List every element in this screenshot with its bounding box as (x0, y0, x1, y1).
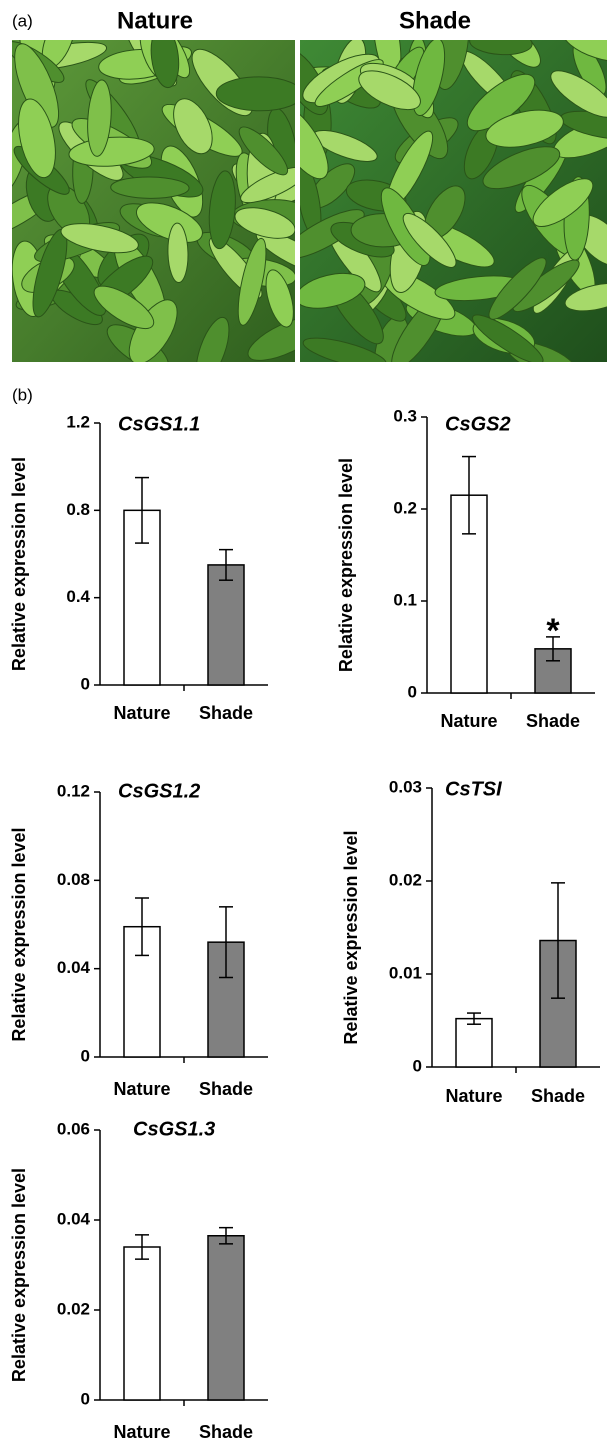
bar (207, 1235, 245, 1401)
y-tick-label: 0 (81, 1389, 90, 1408)
x-tick-label: Shade (199, 1079, 253, 1099)
leaf (93, 285, 155, 330)
leaf (173, 98, 213, 155)
leaf (562, 40, 607, 63)
photo-label: Nature (117, 7, 193, 34)
error-bar (135, 1234, 149, 1260)
x-tick-label: Shade (526, 711, 580, 731)
x-tick-label: Shade (531, 1086, 585, 1106)
leaf (167, 222, 189, 283)
leaf (208, 170, 236, 250)
leaf (18, 98, 56, 179)
leaf (358, 70, 421, 111)
y-tick-label: 0.08 (57, 870, 90, 889)
leaf (482, 146, 561, 190)
leaf (564, 282, 607, 312)
x-tick-label: Nature (445, 1086, 502, 1106)
leaf (234, 207, 295, 239)
leaf (136, 202, 203, 243)
leaf (14, 43, 60, 128)
y-tick-label: 0.8 (66, 500, 90, 519)
x-tick-label: Nature (113, 1079, 170, 1099)
y-tick-label: 0.3 (393, 406, 417, 425)
y-axis-label: Relative expression level (9, 827, 29, 1041)
y-tick-label: 0.1 (393, 590, 417, 609)
leaf (532, 178, 594, 227)
y-tick-label: 1.2 (66, 412, 90, 431)
leaf (265, 269, 294, 328)
photo-label: Shade (399, 7, 471, 34)
chart-title: CsTSI (445, 778, 502, 800)
leaf (110, 176, 190, 199)
y-tick-label: 0 (408, 682, 417, 701)
leaf (238, 126, 289, 176)
bar (207, 564, 245, 686)
leaf (247, 315, 295, 361)
annotation: * (546, 612, 560, 650)
y-axis-label: Relative expression level (336, 458, 356, 672)
error-bar (219, 548, 233, 581)
panel-label: (b) (12, 385, 33, 404)
x-tick-label: Nature (113, 1422, 170, 1442)
leaf (302, 337, 387, 362)
leaves (12, 40, 295, 362)
y-tick-label: 0 (81, 674, 90, 693)
leaf (300, 272, 366, 309)
y-tick-label: 0 (81, 1046, 90, 1065)
leaf (469, 40, 533, 56)
leaf (237, 237, 267, 326)
y-tick-label: 0.01 (389, 963, 422, 982)
y-tick-label: 0 (413, 1056, 422, 1075)
leaf (488, 257, 547, 320)
error-bar (546, 636, 560, 662)
leaf (402, 212, 457, 268)
leaf (485, 109, 564, 148)
chart-title: CsGS1.2 (118, 780, 200, 802)
y-tick-label: 0.02 (57, 1299, 90, 1318)
leaf (240, 166, 295, 204)
panel-label: (a) (12, 11, 33, 30)
y-tick-label: 0.2 (393, 498, 417, 517)
error-bar (135, 476, 149, 544)
chart-title: CsGS1.1 (118, 413, 200, 435)
x-tick-label: Nature (440, 711, 497, 731)
error-bar (219, 906, 233, 979)
leaf (150, 40, 180, 89)
y-tick-label: 0.4 (66, 587, 90, 606)
leaf (87, 79, 112, 157)
leaf (60, 223, 139, 254)
leaf (550, 70, 607, 118)
error-bar (462, 455, 476, 535)
chart-title: CsGS1.3 (133, 1118, 215, 1140)
bar (123, 1246, 161, 1401)
chart-title: CsGS2 (445, 413, 511, 435)
leaf (412, 40, 446, 116)
x-tick-label: Shade (199, 703, 253, 723)
error-bar (551, 882, 565, 999)
y-tick-label: 0.03 (389, 777, 422, 796)
y-tick-label: 0.04 (57, 1209, 91, 1228)
y-tick-label: 0.06 (57, 1119, 90, 1138)
leaf (472, 314, 544, 362)
leaf (195, 316, 230, 362)
y-tick-label: 0.12 (57, 781, 90, 800)
y-tick-label: 0.04 (57, 958, 91, 977)
x-tick-label: Nature (113, 703, 170, 723)
y-axis-label: Relative expression level (341, 830, 361, 1044)
leaf (215, 76, 295, 112)
error-bar (467, 1012, 481, 1025)
error-bar (135, 897, 149, 957)
x-tick-label: Shade (199, 1422, 253, 1442)
y-tick-label: 0.02 (389, 870, 422, 889)
error-bar (219, 1226, 233, 1245)
leaf (300, 104, 329, 180)
y-axis-label: Relative expression level (9, 457, 29, 671)
y-axis-label: Relative expression level (9, 1168, 29, 1382)
bar (455, 1017, 493, 1068)
